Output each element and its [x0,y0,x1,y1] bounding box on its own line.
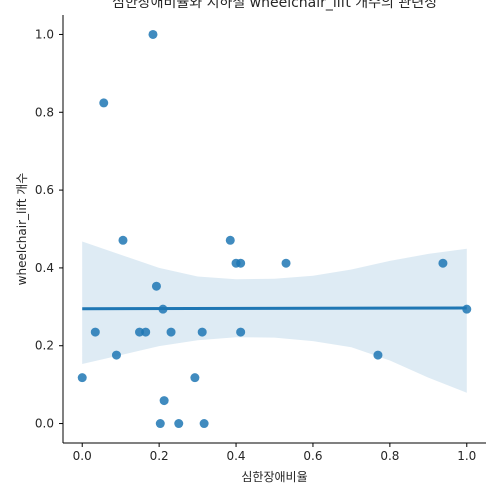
data-point [197,327,207,337]
data-point [141,327,151,337]
confidence-band [82,241,467,393]
data-point [159,396,169,406]
y-tick-label: 0.4 [35,261,54,275]
data-point [99,98,109,108]
data-points [77,29,472,429]
data-point [111,350,121,360]
x-axis-ticks: 0.0 0.2 0.4 0.6 0.8 1.0 [73,443,476,463]
y-axis-title: wheelchair_lift 개수 [15,173,29,286]
x-tick-label: 0.8 [380,449,399,463]
regression-line [82,306,467,311]
x-tick-label: 0.6 [303,449,322,463]
plot-area [77,29,472,429]
data-point [199,419,209,429]
x-tick-label: 1.0 [457,449,476,463]
data-point [462,304,472,314]
data-point [151,281,161,291]
y-tick-label: 1.0 [35,27,54,41]
data-point [281,258,291,268]
data-point [236,258,246,268]
data-point [438,258,448,268]
data-point [225,235,235,245]
data-point [174,419,184,429]
data-point [90,327,100,337]
x-axis-title: 심한장애비율 [241,470,307,484]
y-tick-label: 0.6 [35,183,54,197]
data-point [166,327,176,337]
y-tick-label: 0.8 [35,105,54,119]
data-point [190,373,200,383]
data-point [77,373,87,383]
y-axis-ticks: 0.0 0.2 0.4 0.6 0.8 1.0 [35,27,63,431]
data-point [155,419,165,429]
x-tick-label: 0.0 [73,449,92,463]
x-tick-label: 0.4 [226,449,245,463]
data-point [158,304,168,314]
x-tick-label: 0.2 [150,449,169,463]
data-point [236,327,246,337]
chart-title: 심한장애비율와 지하철 wheelchair_lift 개수의 관련성 [112,0,437,11]
data-point [118,235,128,245]
y-tick-label: 0.0 [35,417,54,431]
y-tick-label: 0.2 [35,339,54,353]
data-point [148,29,158,39]
data-point [135,327,145,337]
data-point [373,350,383,360]
